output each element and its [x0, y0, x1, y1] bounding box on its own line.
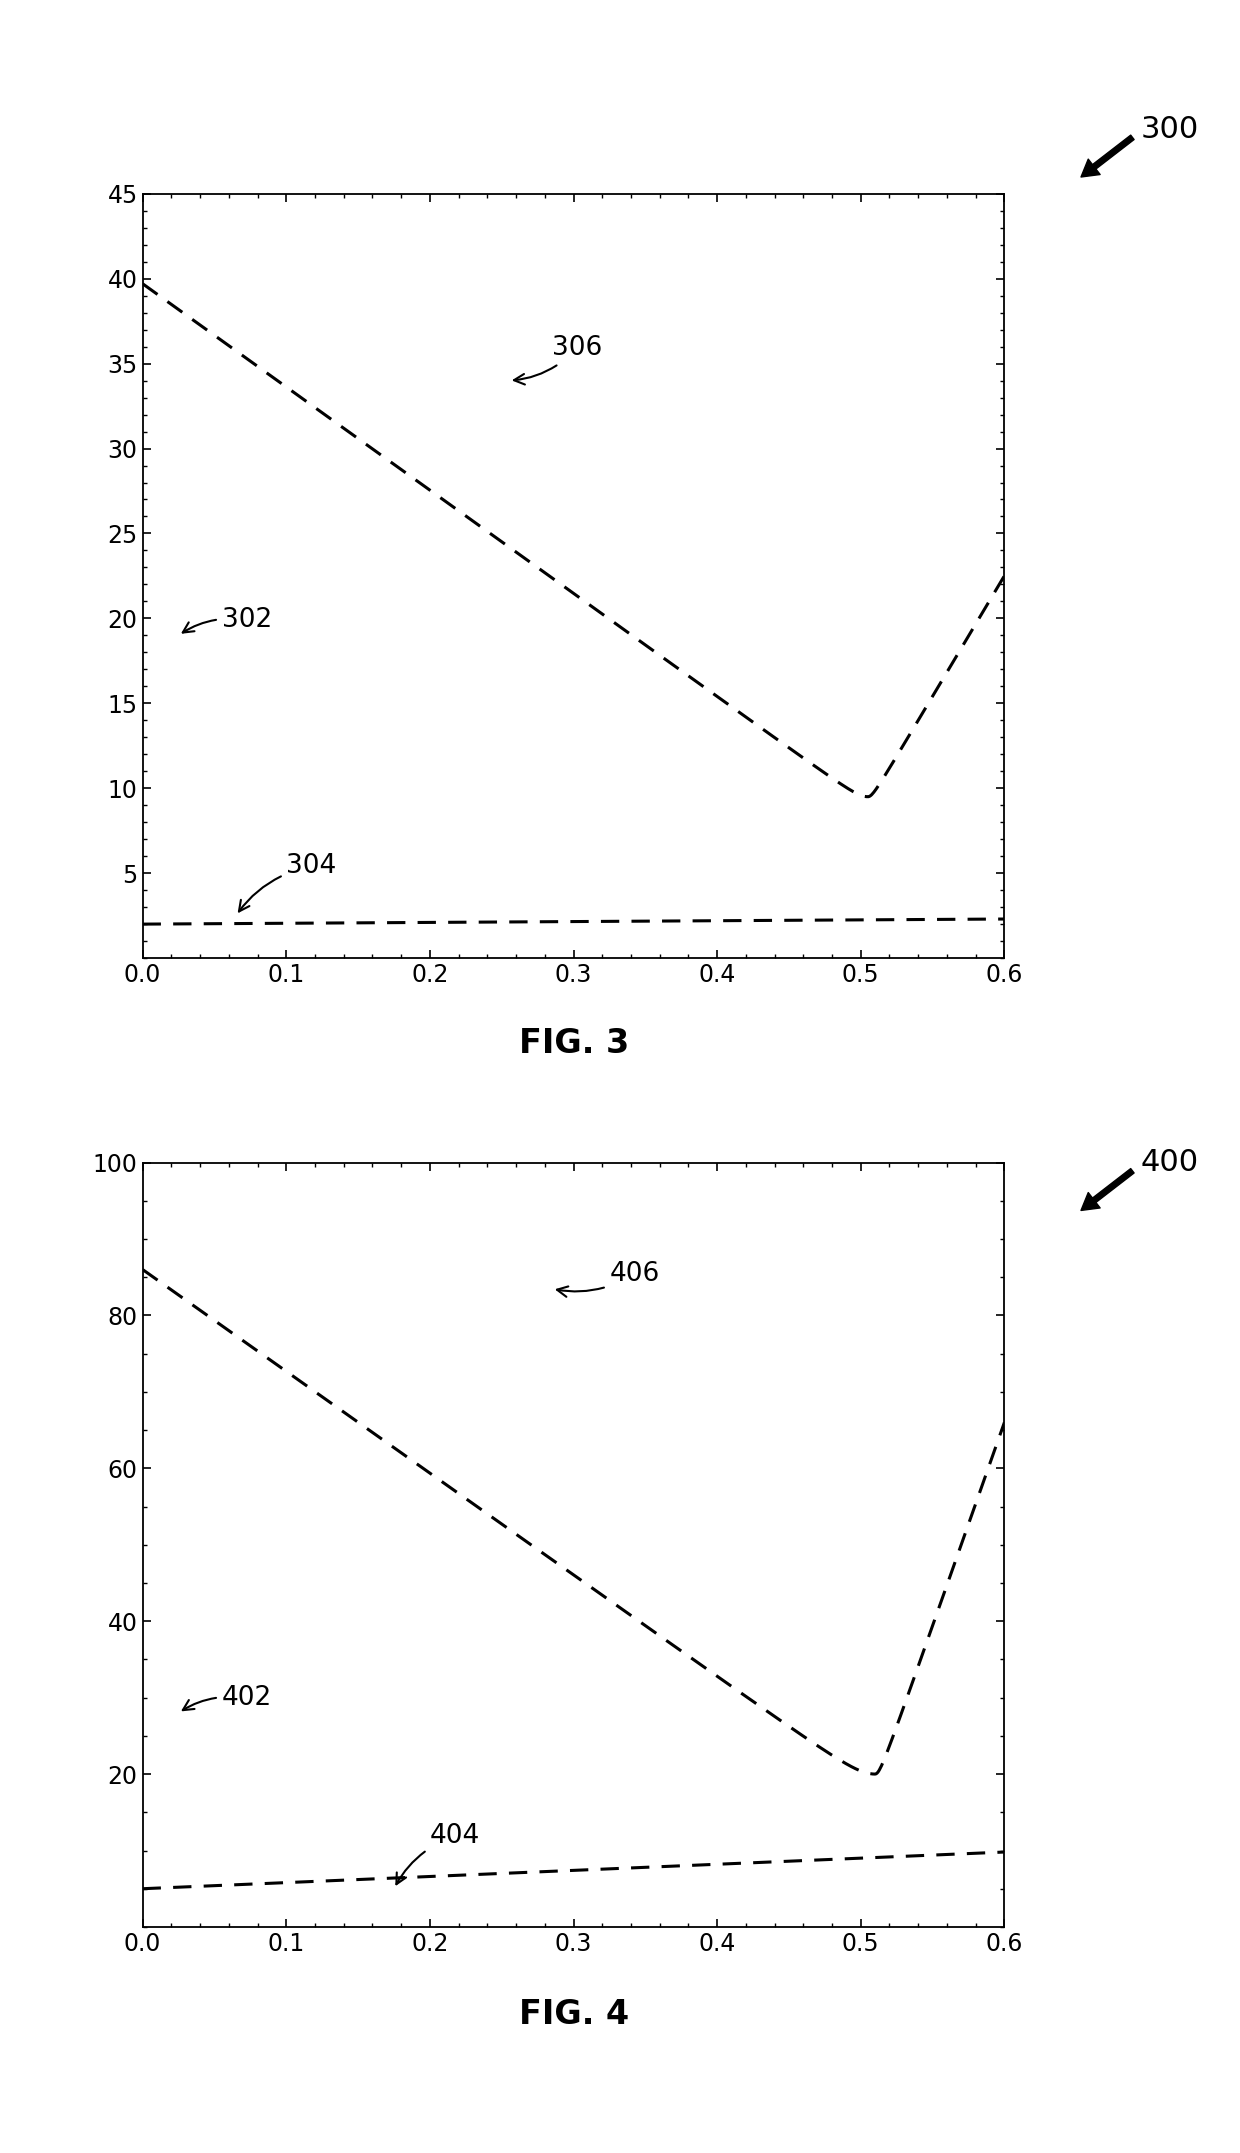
Text: 402: 402 — [182, 1686, 272, 1712]
Text: FIG. 3: FIG. 3 — [520, 1027, 629, 1059]
Text: 406: 406 — [557, 1262, 660, 1296]
Text: FIG. 4: FIG. 4 — [520, 1998, 629, 2030]
Text: 404: 404 — [397, 1824, 480, 1884]
Text: 304: 304 — [239, 853, 336, 911]
Text: 300: 300 — [1141, 114, 1199, 144]
Text: 400: 400 — [1141, 1148, 1199, 1178]
Text: 302: 302 — [182, 607, 272, 633]
Text: 306: 306 — [513, 336, 603, 385]
